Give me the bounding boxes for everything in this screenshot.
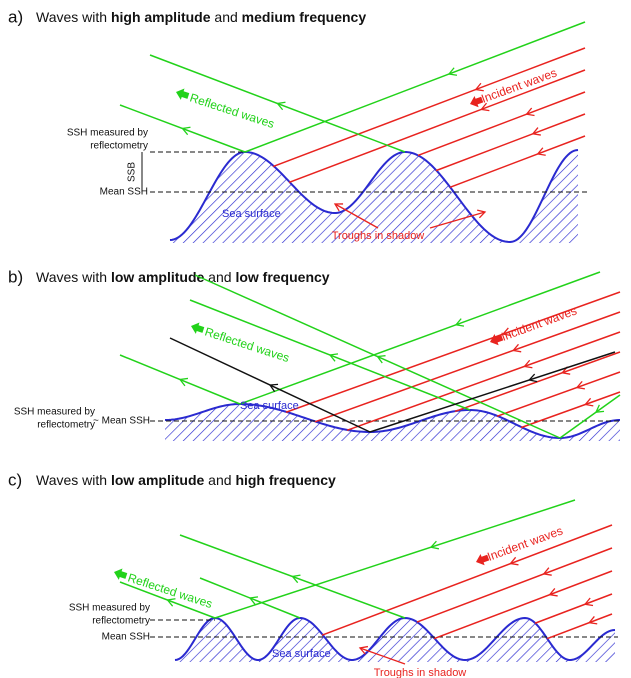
- panel-title: Waves with low amplitude and low frequen…: [36, 269, 330, 285]
- title-part: low amplitude: [111, 269, 205, 285]
- title-part: high frequency: [235, 472, 336, 488]
- incident-ray: [322, 525, 612, 635]
- reflected-label: Reflected waves: [188, 91, 276, 132]
- ssh-measured-label: reflectometry: [37, 420, 95, 431]
- panel-label: c): [8, 470, 22, 489]
- title-part: Waves with: [36, 472, 111, 488]
- ssh-measured-label: reflectometry: [90, 141, 148, 152]
- panel-title: Waves with low amplitude and high freque…: [36, 472, 336, 488]
- ssh-measured-label: SSH measured by: [14, 407, 95, 418]
- incident-ray: [497, 372, 620, 416]
- troughs-label: Troughs in shadow: [374, 667, 467, 678]
- title-part: Waves with: [36, 269, 111, 285]
- title-part: and: [204, 472, 235, 488]
- ssh-measured-label: reflectometry: [92, 616, 150, 627]
- mean-ssh-label: ~ Mean SSH: [93, 416, 150, 427]
- title-part: and: [204, 269, 235, 285]
- title-part: medium frequency: [242, 9, 367, 25]
- incident-label: Incident waves: [499, 303, 578, 343]
- incident-ray: [289, 70, 585, 182]
- arrow-icon: [189, 320, 205, 335]
- arrow-icon: [112, 566, 128, 581]
- ssh-measured-label: SSH measured by: [69, 603, 150, 614]
- panel-label: a): [8, 7, 23, 26]
- arrow-icon: [174, 86, 190, 101]
- incident-label: Incident waves: [479, 65, 558, 105]
- incident-ray: [273, 48, 585, 167]
- figure: a) Waves with high amplitude and medium f…: [0, 0, 631, 678]
- panel-title: Waves with high amplitude and medium fre…: [36, 9, 366, 25]
- ssb-label: SSB: [127, 162, 138, 182]
- title-part: low frequency: [235, 269, 329, 285]
- sea-fill: [165, 404, 620, 441]
- title-part: Waves with: [36, 9, 111, 25]
- panel-label: b): [8, 267, 23, 286]
- ssh-measured-label: SSH measured by: [67, 128, 148, 139]
- sea-surface-label: Sea surface: [222, 208, 281, 220]
- title-part: high amplitude: [111, 9, 211, 25]
- sea-surface-label: Sea surface: [272, 648, 331, 660]
- title-part: low amplitude: [111, 472, 205, 488]
- title-part: and: [211, 9, 242, 25]
- mean-ssh-label: Mean SSH: [102, 632, 150, 643]
- mean-ssh-label: Mean SSH: [100, 187, 148, 198]
- troughs-label: Troughs in shadow: [332, 230, 425, 242]
- sea-surface-label: Sea surface: [240, 400, 299, 412]
